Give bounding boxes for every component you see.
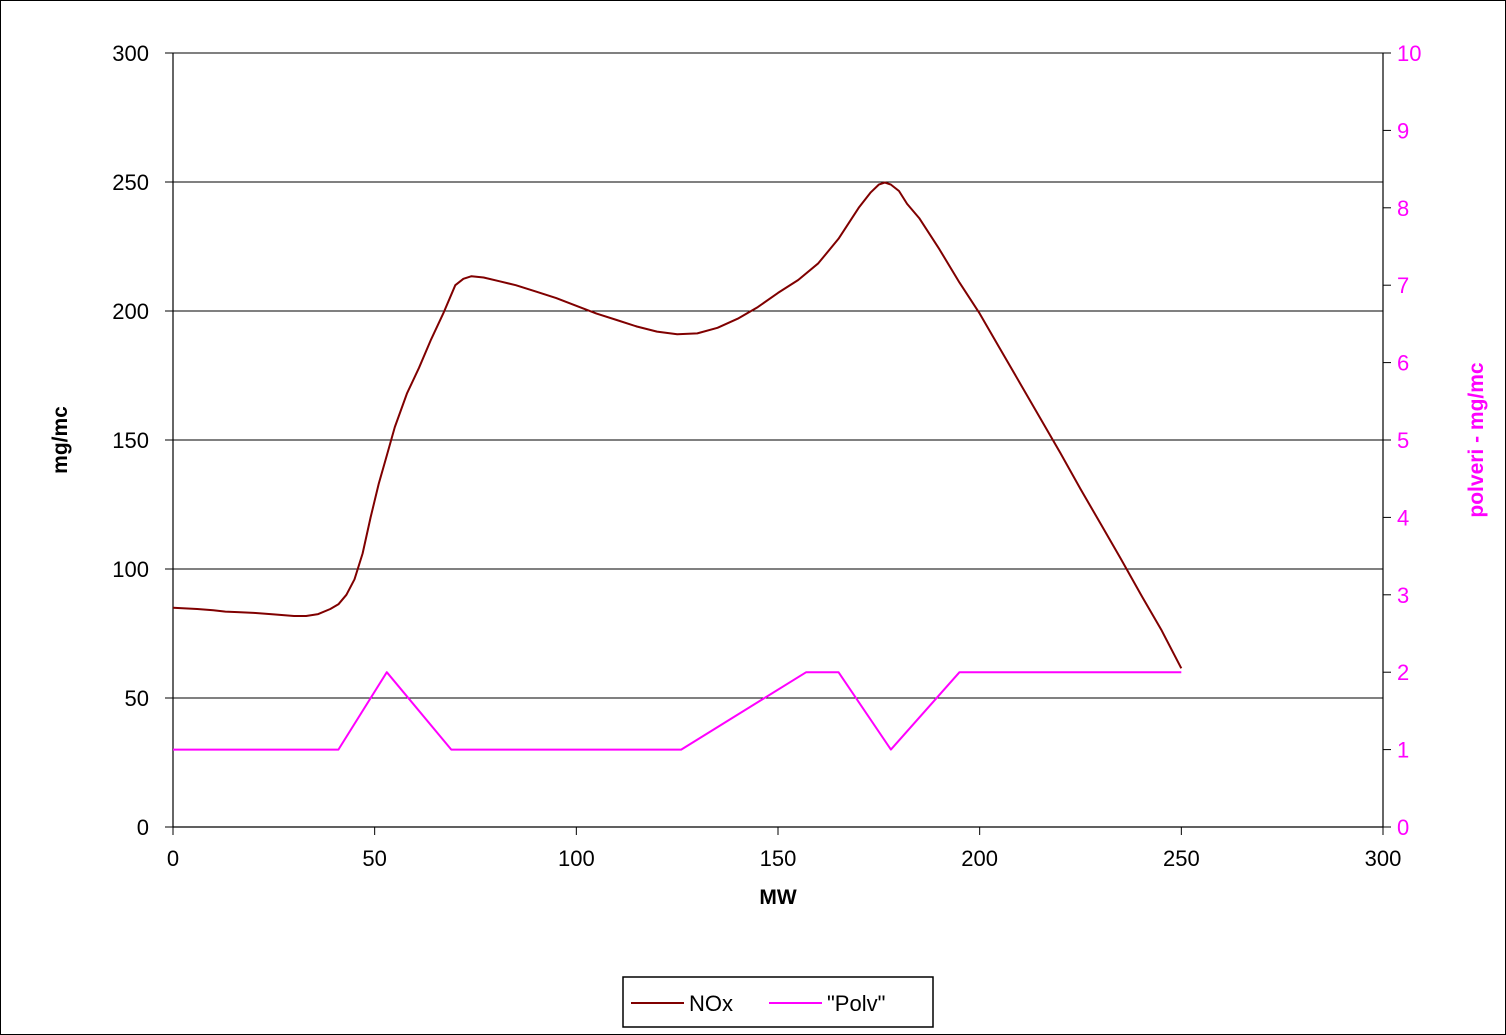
series-line-nox <box>172 181 1183 669</box>
y2-tick-label: 2 <box>1397 660 1409 685</box>
x-tick-label: 300 <box>1365 846 1402 871</box>
legend-label-polv: "Polv" <box>827 991 885 1016</box>
y2-tick-label: 5 <box>1397 428 1409 453</box>
y-tick-label: 100 <box>112 557 149 582</box>
y2-tick-label: 6 <box>1397 351 1409 376</box>
y-tick-label: 50 <box>125 686 149 711</box>
y2-axis-title: polveri - mg/mc <box>1465 362 1488 518</box>
y2-tick-label: 1 <box>1397 738 1409 763</box>
x-tick-label: 150 <box>760 846 797 871</box>
y-tick-label: 200 <box>112 299 149 324</box>
x-tick-label: 0 <box>167 846 179 871</box>
y2-tick-label: 0 <box>1397 815 1409 840</box>
x-tick-label: 200 <box>961 846 998 871</box>
tick-marks <box>165 52 1391 835</box>
y2-tick-label: 8 <box>1397 196 1409 221</box>
y2-tick-label: 7 <box>1397 273 1409 298</box>
y2-tick-label: 3 <box>1397 583 1409 608</box>
y-tick-label: 300 <box>112 41 149 66</box>
y-tick-label: 0 <box>137 815 149 840</box>
gridlines <box>173 52 1383 699</box>
series-line-polv <box>173 671 1182 751</box>
x-tick-label: 50 <box>362 846 386 871</box>
x-axis-title: MW <box>759 886 796 909</box>
y-tick-label: 150 <box>112 428 149 453</box>
y-tick-label: 250 <box>112 170 149 195</box>
y2-tick-label: 9 <box>1397 118 1409 143</box>
x-tick-label: 250 <box>1163 846 1200 871</box>
x-tick-label: 100 <box>558 846 595 871</box>
y2-tick-label: 4 <box>1397 505 1409 530</box>
y2-tick-label: 10 <box>1397 41 1421 66</box>
legend: NOx "Polv" <box>622 976 934 1028</box>
series-lines <box>172 181 1183 751</box>
y-axis-title: mg/mc <box>49 406 72 474</box>
legend-label-nox: NOx <box>689 991 733 1016</box>
